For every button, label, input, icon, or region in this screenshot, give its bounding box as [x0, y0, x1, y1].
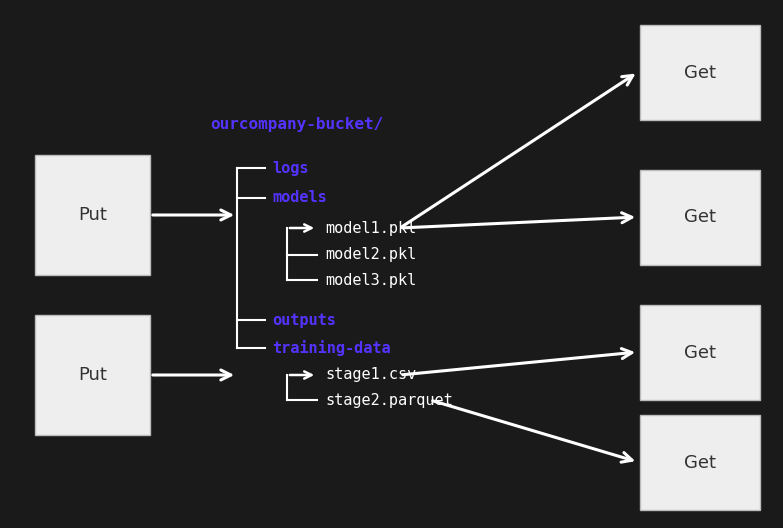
Text: logs: logs [272, 161, 309, 175]
Text: Get: Get [684, 344, 716, 362]
Text: models: models [272, 191, 327, 205]
FancyBboxPatch shape [35, 155, 150, 275]
FancyBboxPatch shape [640, 170, 760, 265]
Text: model1.pkl: model1.pkl [325, 221, 417, 235]
Text: training-data: training-data [272, 340, 391, 356]
Text: stage2.parquet: stage2.parquet [325, 392, 453, 408]
Text: outputs: outputs [272, 313, 336, 327]
FancyBboxPatch shape [640, 305, 760, 400]
Text: Get: Get [684, 209, 716, 227]
FancyBboxPatch shape [640, 25, 760, 120]
Text: Get: Get [684, 454, 716, 472]
Text: model3.pkl: model3.pkl [325, 272, 417, 288]
Text: model2.pkl: model2.pkl [325, 248, 417, 262]
FancyBboxPatch shape [640, 415, 760, 510]
Text: Get: Get [684, 63, 716, 81]
FancyBboxPatch shape [35, 315, 150, 435]
Text: stage1.csv: stage1.csv [325, 367, 417, 382]
Text: Put: Put [78, 366, 107, 384]
Text: Put: Put [78, 206, 107, 224]
Text: ourcompany-bucket/: ourcompany-bucket/ [210, 118, 383, 133]
